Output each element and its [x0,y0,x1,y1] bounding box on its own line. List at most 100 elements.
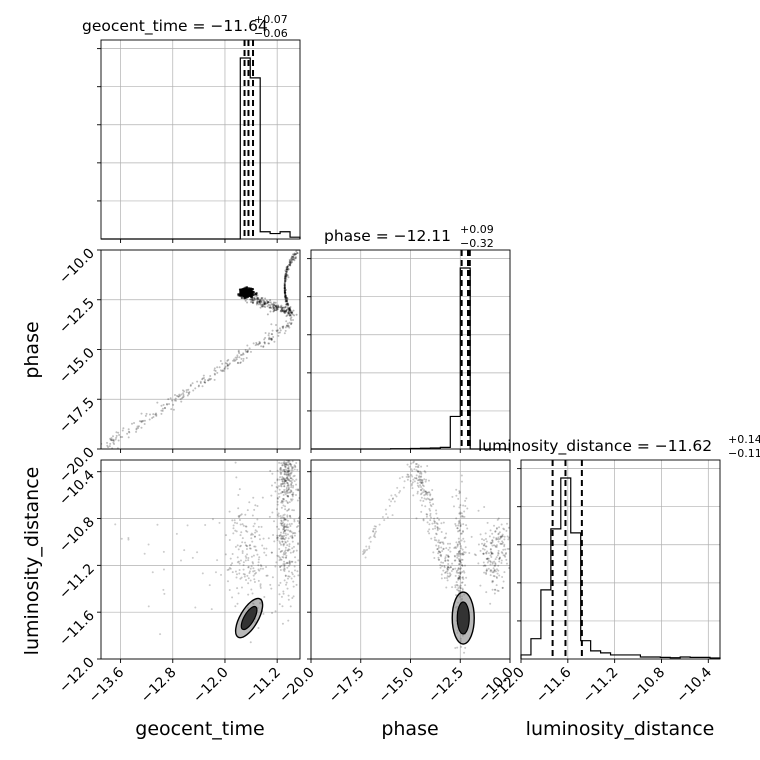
geocent-time-histogram-panel [97,39,301,243]
sample-point [426,497,429,500]
sample-point [495,544,498,547]
sample-point [447,555,450,558]
sample-point [114,523,117,526]
sample-point [267,342,270,345]
sample-point [372,535,375,538]
sample-point [485,557,488,560]
sample-point [281,482,284,485]
sample-point [282,500,285,503]
sample-point [363,550,366,553]
sample-point [283,485,286,488]
sample-point [263,551,266,554]
sample-point [251,299,254,302]
sample-point [286,501,289,504]
sample-point [135,430,138,433]
sample-point [284,456,286,458]
sample-point [284,518,287,521]
sample-point [289,514,292,517]
sample-point [239,514,242,517]
sample-point [289,262,292,265]
sample-point [160,412,163,415]
sample-point [278,603,281,606]
sample-point [285,320,288,323]
sample-point [292,509,295,512]
sample-point [269,299,272,302]
sample-point [458,521,461,524]
sample-point [286,325,289,328]
sample-point [291,452,293,454]
sample-point [264,303,267,306]
sample-point [415,477,418,480]
sample-point [439,541,442,544]
sample-point [283,287,286,290]
sample-point [279,473,282,476]
sample-point [280,535,283,538]
sample-point [168,402,171,405]
sample-point [411,487,414,490]
sample-point [288,508,291,511]
sample-point [253,508,256,511]
sample-point [283,287,286,290]
sample-point [284,269,287,272]
sample-point [282,568,285,571]
sample-point [301,502,303,504]
sample-point [263,341,266,344]
sample-point [292,595,295,598]
sample-point [459,545,462,548]
sample-point [267,303,270,306]
sample-point [451,495,454,498]
sample-point [455,571,458,574]
sample-point [489,561,492,564]
sample-point [458,585,461,588]
sample-point [287,308,290,311]
sample-point [286,577,289,580]
sample-point [106,444,109,447]
sample-point [255,571,258,574]
sample-point [288,560,291,563]
sample-point [280,454,282,456]
sample-point [293,520,296,523]
sample-point [287,473,290,476]
sample-point [289,498,292,501]
sample-point [282,524,285,527]
sample-point [489,560,492,563]
sample-point [501,542,504,545]
sample-point [456,568,459,571]
sample-point [435,522,438,525]
sample-point [127,538,130,541]
sample-point [291,540,294,543]
sample-point [251,540,254,543]
sample-point [415,517,418,520]
sample-point [461,515,464,518]
sample-point [456,544,459,547]
sample-point [279,537,282,540]
sample-point [280,471,283,474]
sample-point [286,478,289,481]
sample-point [505,529,508,532]
sample-point [301,510,303,512]
sample-point [291,469,294,472]
sample-point [461,558,464,561]
sample-point [293,253,296,256]
sample-point [498,526,501,529]
sample-point [285,473,288,476]
sample-point [136,425,139,428]
sample-point [297,488,300,491]
sample-point [460,512,463,515]
sample-point [276,539,279,542]
sample-point [203,380,206,383]
sample-point [162,403,165,406]
sample-point [285,518,288,521]
sample-point [287,466,290,469]
sample-point [428,507,431,510]
sample-point [213,378,216,381]
sample-point [458,543,461,546]
sample-point [283,530,286,533]
sample-point [283,284,286,287]
sample-point [494,564,497,567]
sample-point [286,475,289,478]
sample-point [459,568,462,571]
sample-point [297,524,300,527]
sample-point [460,558,463,561]
sample-point [258,300,261,303]
